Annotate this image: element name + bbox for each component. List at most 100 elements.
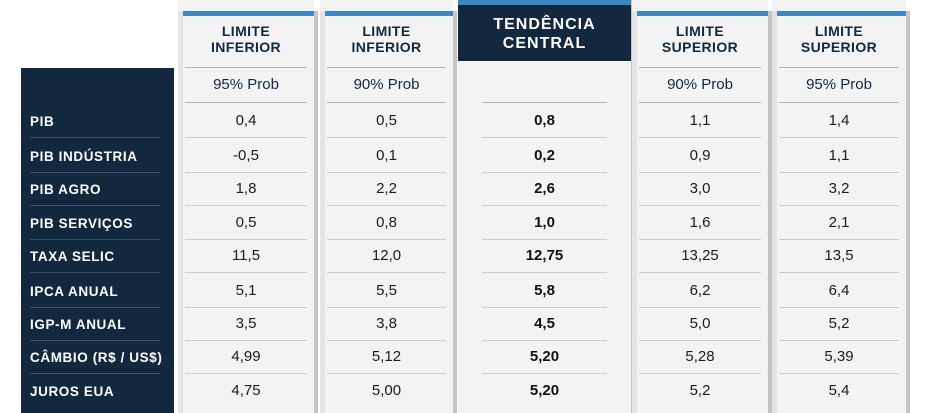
row-divider <box>639 137 761 138</box>
row-label: PIB AGRO <box>30 172 160 206</box>
table-cell: 0,8 <box>534 112 555 129</box>
row-divider <box>30 373 160 374</box>
row-label: PIB SERVIÇOS <box>30 206 160 240</box>
table-cell: 5,0 <box>689 315 711 332</box>
row-divider <box>327 272 446 273</box>
column-decoration <box>768 11 772 413</box>
row-divider <box>482 205 607 206</box>
row-divider <box>185 239 307 240</box>
row-label-text: PIB AGRO <box>30 181 102 197</box>
row-label-text: IGP-M ANUAL <box>30 316 127 332</box>
row-divider <box>639 340 761 341</box>
row-divider <box>30 205 160 206</box>
column-header-line: LIMITE <box>362 23 411 39</box>
row-divider <box>639 239 761 240</box>
table-cell: 5,39 <box>824 348 854 365</box>
table-cell: 2,2 <box>376 180 397 197</box>
table-cell: 5,20 <box>529 382 560 399</box>
row-label: IPCA ANUAL <box>30 274 160 308</box>
column-decoration <box>314 11 318 413</box>
table-cell: 3,0 <box>689 180 711 197</box>
row-label-text: JUROS EUA <box>30 383 115 399</box>
table-cell: 1,0 <box>534 214 555 231</box>
table-cell: 0,1 <box>376 147 397 164</box>
row-divider <box>185 137 307 138</box>
row-divider <box>482 239 607 240</box>
table-cell: 3,2 <box>828 180 850 197</box>
column-decoration <box>458 5 631 61</box>
row-label: PIB <box>30 104 160 138</box>
table-cell: 0,4 <box>235 112 257 129</box>
row-label: TAXA SELIC <box>30 239 160 273</box>
row-label: JUROS EUA <box>30 374 160 408</box>
probability-label: 90% Prob <box>667 76 733 93</box>
row-divider <box>482 307 607 308</box>
table-cell: 3,5 <box>235 315 257 332</box>
table-cell: 13,5 <box>824 247 854 264</box>
table-cell: 0,9 <box>689 147 711 164</box>
row-divider <box>639 373 761 374</box>
row-divider <box>639 205 761 206</box>
table-cell: 6,2 <box>689 282 711 299</box>
table-cell: 0,5 <box>376 112 397 129</box>
table-cell: 5,5 <box>376 282 397 299</box>
row-divider <box>30 137 160 138</box>
column-decoration <box>320 11 325 413</box>
column-header-line: SUPERIOR <box>661 39 739 55</box>
header-divider <box>482 102 607 103</box>
row-divider <box>30 172 160 173</box>
table-cell: 5,20 <box>529 348 560 365</box>
table-cell: 1,1 <box>828 147 850 164</box>
row-divider <box>30 272 160 273</box>
row-divider <box>327 137 446 138</box>
column-header: LIMITE INFERIOR <box>178 23 314 55</box>
table-cell: 1,8 <box>235 180 257 197</box>
header-divider <box>639 67 761 68</box>
table-cell: 4,99 <box>231 348 261 365</box>
column-header-line: INFERIOR <box>210 39 282 55</box>
row-label-text: TAXA SELIC <box>30 248 115 264</box>
row-divider <box>482 340 607 341</box>
column-header-line: INFERIOR <box>351 39 422 55</box>
row-divider <box>779 307 899 308</box>
row-divider <box>779 137 899 138</box>
table-cell: 3,8 <box>376 315 397 332</box>
row-divider <box>639 307 761 308</box>
row-divider <box>779 239 899 240</box>
table-cell: 5,4 <box>828 382 850 399</box>
limit-column: LIMITE SUPERIOR 90% Prob 1,1 0,9 3,0 1,6 13,25 6… <box>632 0 772 413</box>
row-divider <box>185 272 307 273</box>
table-cell: 0,5 <box>235 214 257 231</box>
column-header: LIMITE INFERIOR <box>320 23 453 55</box>
column-decoration <box>632 11 637 413</box>
table-cell: -0,5 <box>233 147 259 164</box>
table-cell: 0,2 <box>534 147 555 164</box>
probability-label: 95% Prob <box>806 76 872 93</box>
row-divider <box>639 172 761 173</box>
table-cell: 1,6 <box>689 214 711 231</box>
row-label: IGP-M ANUAL <box>30 307 160 341</box>
column-decoration <box>906 11 910 413</box>
table-cell: 1,1 <box>689 112 711 129</box>
central-tendency-column: TENDÊNCIA CENTRAL 0,8 0,2 2,6 1,0 12,75 5,8 4,5 5… <box>458 0 635 413</box>
row-divider <box>327 340 446 341</box>
row-label-text: PIB <box>30 113 55 129</box>
column-decoration <box>178 11 314 16</box>
row-divider <box>639 272 761 273</box>
table-cell: 5,00 <box>371 382 402 399</box>
column-header-line: CENTRAL <box>502 35 587 52</box>
row-divider <box>482 272 607 273</box>
column-decoration <box>458 0 631 5</box>
table-cell: 1,4 <box>828 112 850 129</box>
limit-column: LIMITE SUPERIOR 95% Prob 1,4 1,1 3,2 2,1 13,5 6,… <box>772 0 910 413</box>
table-cell: 12,75 <box>525 247 564 264</box>
table-cell: 2,6 <box>534 180 555 197</box>
column-decoration <box>772 11 777 413</box>
table-cell: 0,8 <box>376 214 397 231</box>
row-label-text: PIB SERVIÇOS <box>30 215 133 231</box>
row-divider <box>327 307 446 308</box>
table-cell: 5,2 <box>828 315 850 332</box>
column-header-line: SUPERIOR <box>800 39 878 55</box>
row-divider <box>779 373 899 374</box>
table-cell: 12,0 <box>371 247 402 264</box>
